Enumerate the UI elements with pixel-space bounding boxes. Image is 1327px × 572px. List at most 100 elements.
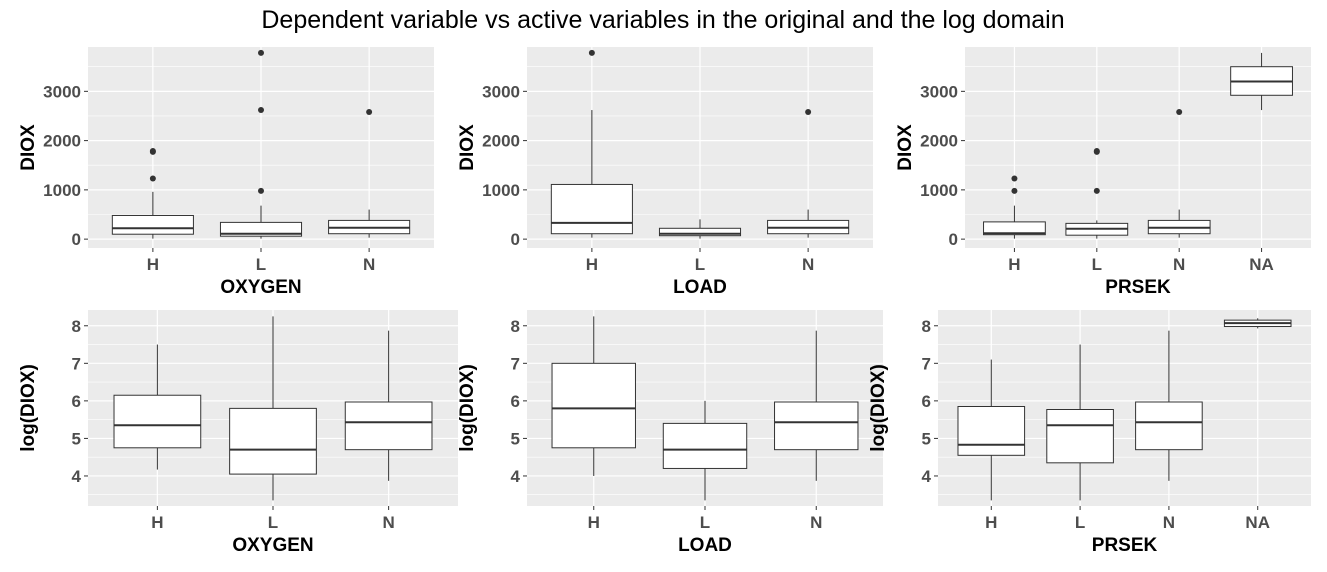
y-tick-label: 1000 <box>482 181 520 200</box>
box-NA <box>1223 318 1292 329</box>
box-L <box>229 316 317 501</box>
x-tick-label: L <box>700 513 710 532</box>
x-tick-label: L <box>1092 255 1102 274</box>
x-tick-label: H <box>1008 255 1020 274</box>
outlier-point <box>588 49 595 56</box>
box-H <box>983 175 1046 239</box>
box-NA <box>1230 52 1293 111</box>
panel-3: 0 1000 2000 3000 H L N NA PRSEK DIOX <box>895 47 1311 298</box>
y-tick-label: 0 <box>949 230 958 249</box>
panel-5: 4 5 6 7 8 H L N LOAD log(DIOX) <box>457 310 883 556</box>
box-H <box>113 344 202 470</box>
y-tick-label: 6 <box>72 392 81 411</box>
x-tick-label: H <box>588 513 600 532</box>
y-axis-title: log(DIOX) <box>868 364 889 452</box>
box-iqr <box>550 183 633 235</box>
x-axis-title: LOAD <box>673 277 727 298</box>
box-N <box>1147 109 1211 238</box>
y-axis-title: DIOX <box>895 124 916 171</box>
x-tick-label: H <box>586 255 598 274</box>
box-L <box>1065 147 1129 239</box>
outlier-point <box>1176 109 1183 116</box>
y-tick-label: 2000 <box>920 132 958 151</box>
box-iqr <box>551 362 636 449</box>
box-L <box>662 400 748 501</box>
x-tick-label: NA <box>1245 513 1270 532</box>
x-axis-title: OXYGEN <box>220 277 301 298</box>
x-tick-label: L <box>695 255 705 274</box>
panel-6: 4 5 6 7 8 H L N NA PRSEK log(DIOX) <box>868 310 1311 556</box>
box-N <box>328 109 411 238</box>
y-tick-label: 5 <box>922 429 931 448</box>
y-tick-label: 0 <box>511 230 520 249</box>
outlier-point <box>258 49 264 56</box>
x-axis-title: PRSEK <box>1105 277 1171 298</box>
y-tick-label: 1000 <box>920 181 958 200</box>
box-H <box>550 49 633 238</box>
x-tick-label: NA <box>1249 255 1274 274</box>
box-iqr <box>111 214 194 235</box>
y-axis-title: log(DIOX) <box>457 364 478 452</box>
y-tick-label: 6 <box>922 392 931 411</box>
x-tick-label: N <box>810 513 822 532</box>
outlier-point <box>1093 147 1100 154</box>
panel-2: 0 1000 2000 3000 H L N LOAD DIOX <box>457 47 873 298</box>
y-tick-label: 4 <box>72 467 82 486</box>
outlier-point <box>1093 187 1100 194</box>
x-tick-label: L <box>1075 513 1085 532</box>
x-axis-title: LOAD <box>678 535 732 556</box>
box-H <box>957 359 1026 501</box>
x-tick-label: L <box>256 255 266 274</box>
box-L <box>219 49 303 239</box>
y-tick-label: 7 <box>72 354 81 373</box>
y-axis-title: log(DIOX) <box>18 364 39 452</box>
box-iqr <box>1046 409 1114 464</box>
box-N <box>344 330 433 481</box>
figure-title: Dependent variable vs active variables i… <box>261 6 1064 34</box>
y-tick-label: 7 <box>922 354 931 373</box>
box-N <box>767 109 850 238</box>
box-N <box>774 330 859 481</box>
box-iqr <box>113 394 202 449</box>
panel-4: 4 5 6 7 8 H L N OXYGEN log(DIOX) <box>18 310 458 556</box>
y-tick-label: 2000 <box>43 132 81 151</box>
y-tick-label: 5 <box>72 429 81 448</box>
y-tick-label: 4 <box>511 467 521 486</box>
box-iqr <box>983 221 1046 236</box>
box-iqr <box>344 401 433 451</box>
box-iqr <box>774 401 859 451</box>
y-tick-label: 8 <box>511 317 520 336</box>
y-tick-label: 4 <box>922 467 932 486</box>
x-tick-label: N <box>363 255 375 274</box>
y-tick-label: 3000 <box>43 82 81 101</box>
box-iqr <box>662 422 748 469</box>
box-iqr <box>229 407 317 475</box>
x-tick-label: H <box>985 513 997 532</box>
box-L <box>658 219 742 239</box>
outlier-point <box>366 109 373 116</box>
x-axis-title: PRSEK <box>1092 535 1158 556</box>
y-tick-label: 8 <box>72 317 81 336</box>
panel-1: 0 1000 2000 3000 H L N OXYGEN DIOX <box>18 47 434 298</box>
x-tick-label: N <box>382 513 394 532</box>
box-H <box>551 316 636 476</box>
y-tick-label: 3000 <box>482 82 520 101</box>
x-axis-title: OXYGEN <box>232 535 313 556</box>
y-tick-label: 2000 <box>482 132 520 151</box>
outlier-point <box>805 109 812 116</box>
y-axis-title: DIOX <box>18 124 39 171</box>
box-H <box>111 147 194 239</box>
x-tick-label: N <box>1163 513 1175 532</box>
outlier-point <box>149 175 156 182</box>
outlier-point <box>1011 175 1018 182</box>
y-tick-label: 6 <box>511 392 520 411</box>
x-tick-label: N <box>802 255 814 274</box>
y-tick-label: 8 <box>922 317 931 336</box>
y-tick-label: 1000 <box>43 181 81 200</box>
x-tick-label: H <box>151 513 163 532</box>
box-iqr <box>1135 401 1203 451</box>
box-L <box>1046 344 1114 501</box>
box-iqr <box>957 405 1026 456</box>
